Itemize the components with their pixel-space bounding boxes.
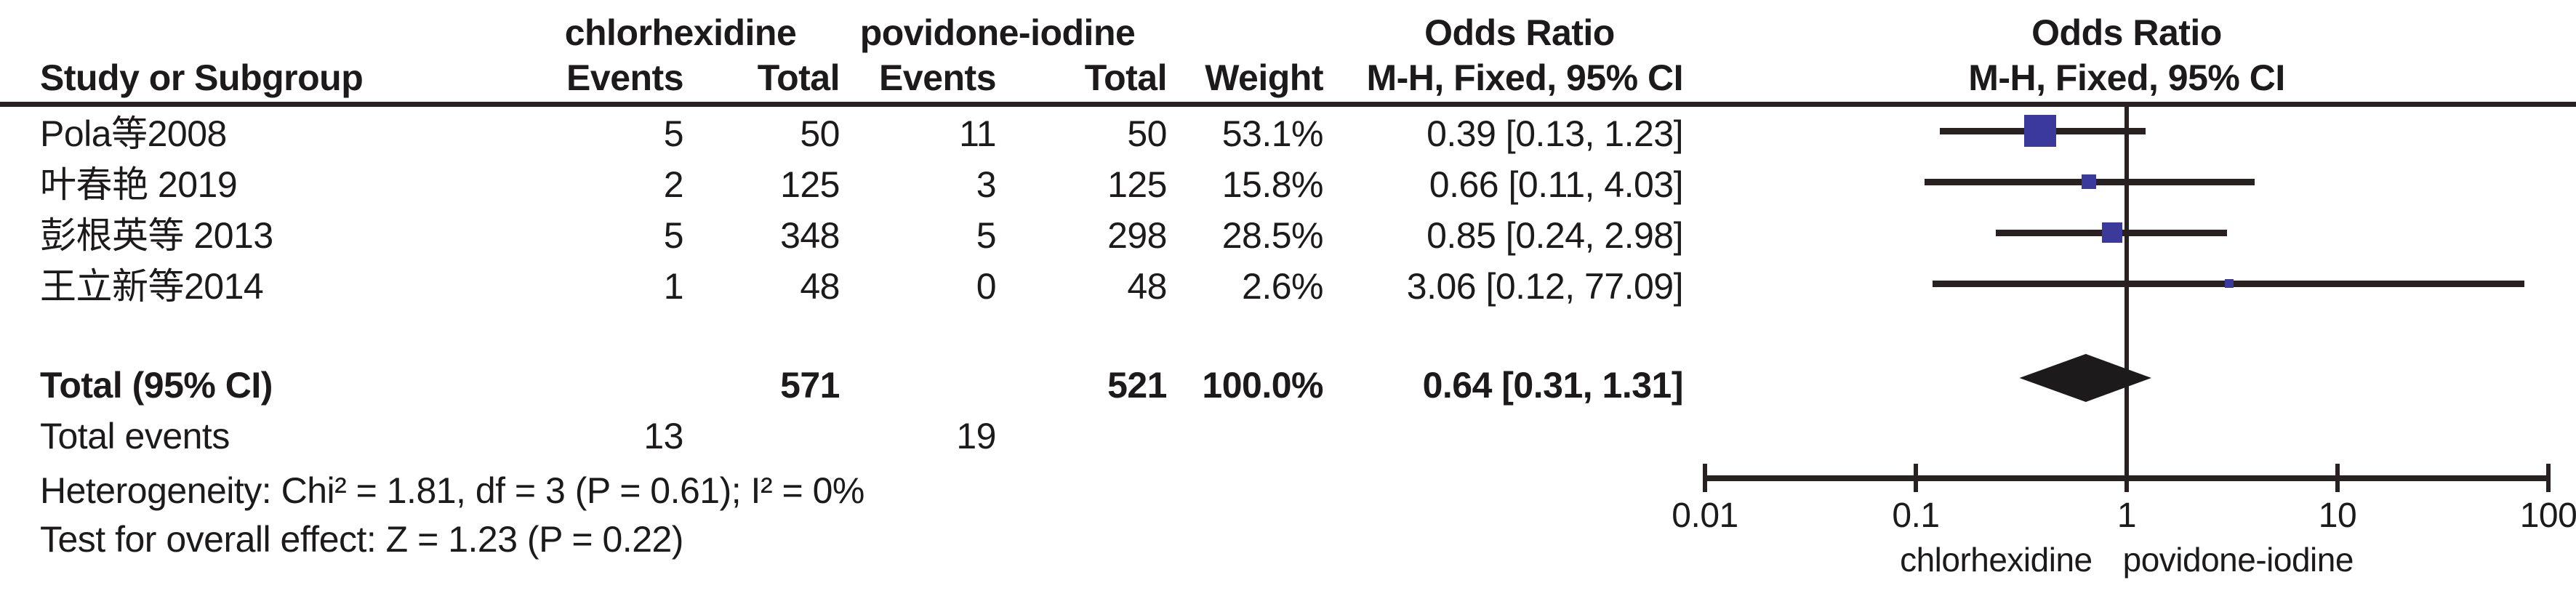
no-effect-line [2124,107,2129,476]
axis-tick-label: 100 [2519,496,2576,535]
ci-cell: 0.85 [0.24, 2.98] [1427,215,1683,256]
total2-cell: 298 [1107,215,1167,256]
study-cell: 彭根英等 2013 [40,215,273,256]
summary-diamond [2019,354,2151,402]
total-weight: 100.0% [1202,365,1323,406]
effect-square [2024,115,2057,147]
study-cell: 叶春艳 2019 [40,164,238,205]
axis-tick [2546,464,2551,492]
total-ci-text: 0.64 [0.31, 1.31] [1422,365,1684,406]
axis-tick [1703,464,1707,492]
axis-label-left: chlorhexidine [1900,541,2093,579]
header-rule [0,102,2576,107]
events2-cell: 3 [976,164,997,205]
total-povidone: 521 [1107,365,1167,406]
total-events-povidone: 19 [956,416,996,456]
total2-cell: 125 [1107,164,1167,205]
axis-tick [2124,464,2129,492]
total1-cell: 348 [780,215,840,256]
header-total-povidone: Total [1084,57,1168,98]
axis-tick [1914,464,1918,492]
total1-cell: 48 [800,266,840,307]
axis-direction-labels: chlorhexidine povidone-iodine [1763,541,2490,579]
effect-square [2101,222,2122,243]
column-header-odds-ratio: Odds Ratio [1424,12,1615,53]
header-weight: Weight [1205,57,1323,98]
total-events-label: Total events [40,416,230,456]
axis-tick-label: 1 [2116,496,2137,535]
header-mh-fixed-ci-plot: M-H, Fixed, 95% CI [1968,57,2285,98]
header-events-chlorhexidine: Events [566,57,683,98]
events2-cell: 5 [976,215,997,256]
plot-header-odds-ratio: Odds Ratio [2031,12,2222,53]
weight-cell: 15.8% [1221,164,1324,205]
events1-cell: 5 [663,215,684,256]
events1-cell: 2 [663,164,684,205]
group-header-povidone-iodine: povidone-iodine [859,12,1136,53]
effect-square [2224,279,2234,288]
axis-tick-label: 0.1 [1892,496,1940,535]
study-cell: 王立新等2014 [40,266,264,307]
axis-label-right: povidone-iodine [2122,541,2354,579]
group-header-chlorhexidine: chlorhexidine [564,12,797,53]
total2-cell: 50 [1127,113,1167,154]
weight-cell: 53.1% [1221,113,1324,154]
total-chlorhexidine: 571 [780,365,840,406]
weight-cell: 2.6% [1242,266,1323,307]
axis-tick-label: 10 [2318,496,2357,535]
heterogeneity-text: Heterogeneity: Chi² = 1.81, df = 3 (P = … [40,470,864,511]
header-total-chlorhexidine: Total [757,57,840,98]
weight-cell: 28.5% [1221,215,1324,256]
axis-tick-label: 0.01 [1672,496,1738,535]
ci-cell: 0.66 [0.11, 4.03] [1429,164,1684,205]
header-study-or-subgroup: Study or Subgroup [40,57,364,98]
total-row-label: Total (95% CI) [40,365,273,406]
header-events-povidone: Events [879,57,996,98]
total1-cell: 125 [780,164,840,205]
events2-cell: 0 [976,266,997,307]
effect-square [2081,174,2096,189]
overall-effect-text: Test for overall effect: Z = 1.23 (P = 0… [40,519,683,560]
events1-cell: 1 [663,266,684,307]
axis-tick [2335,464,2340,492]
total1-cell: 50 [800,113,840,154]
ci-cell: 3.06 [0.12, 77.09] [1406,266,1684,307]
events2-cell: 11 [959,113,996,154]
total-events-chlorhexidine: 13 [643,416,683,456]
ci-cell: 0.39 [0.13, 1.23] [1427,113,1683,154]
header-mh-fixed-ci-column: M-H, Fixed, 95% CI [1366,57,1683,98]
study-cell: Pola等2008 [40,113,227,154]
events1-cell: 5 [663,113,684,154]
total2-cell: 48 [1127,266,1167,307]
